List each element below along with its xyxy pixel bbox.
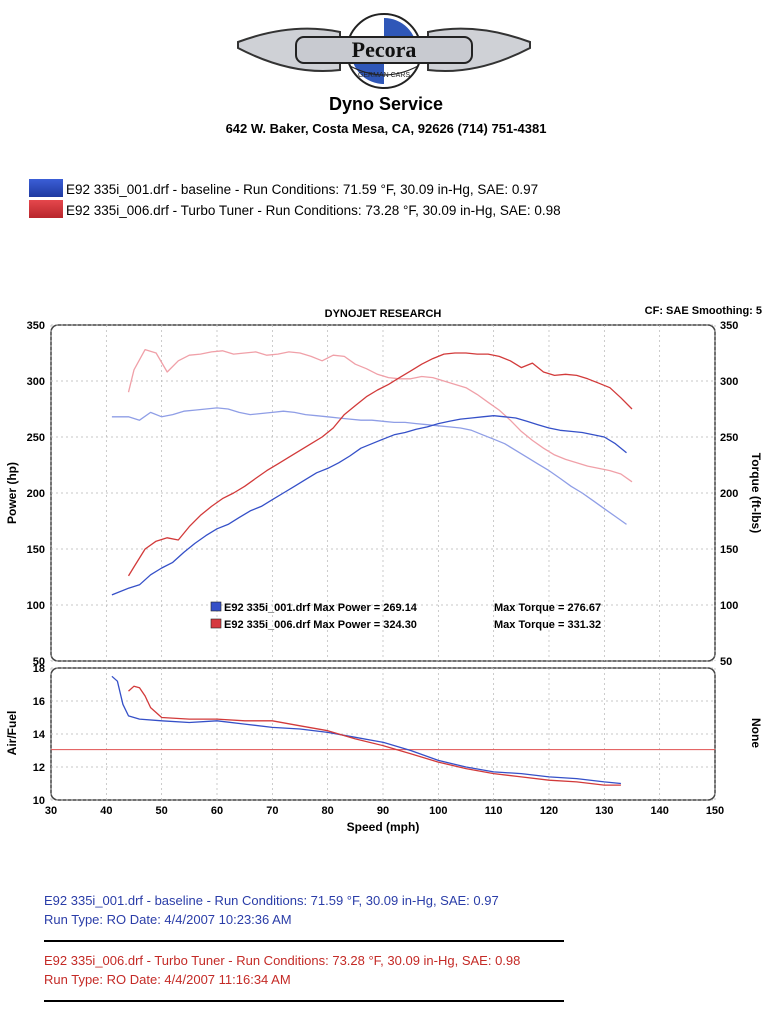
footer-run2-conditions: E92 335i_006.drf - Turbo Tuner - Run Con… xyxy=(44,953,521,968)
afr-tick-label: 18 xyxy=(33,663,45,675)
power-tick-label: 50 xyxy=(33,656,45,668)
x-tick-label: 70 xyxy=(266,805,278,817)
afr-tick-label: 12 xyxy=(33,762,45,774)
torque-tick-label: 350 xyxy=(720,320,738,332)
x-tick-label: 150 xyxy=(706,805,724,817)
x-tick-label: 120 xyxy=(540,805,558,817)
x-tick-label: 110 xyxy=(485,805,503,817)
torque-tick-label: 300 xyxy=(720,376,738,388)
x-tick-label: 50 xyxy=(156,805,168,817)
footer-divider-2 xyxy=(44,1000,564,1002)
summary-swatch-tuned xyxy=(210,618,222,629)
footer-divider-1 xyxy=(44,940,564,942)
torque-tick-label: 250 xyxy=(720,432,738,444)
footer-run2: E92 335i_006.drf - Turbo Tuner - Run Con… xyxy=(44,951,520,989)
torque-tick-label: 50 xyxy=(720,656,732,668)
footer-run1-conditions: E92 335i_001.drf - baseline - Run Condit… xyxy=(44,893,499,908)
logo-subtext: GERMAN CARS xyxy=(358,72,410,79)
afr-right-label: None xyxy=(749,718,763,748)
company-address: 642 W. Baker, Costa Mesa, CA, 92626 (714… xyxy=(225,121,547,136)
power-grid xyxy=(50,324,716,662)
afr-series xyxy=(51,675,715,786)
summary-tuned-power: E92 335i_006.drf Max Power = 324.30 xyxy=(224,619,417,631)
legend-swatch-red xyxy=(29,200,63,218)
afr-grid xyxy=(50,667,716,801)
power-axis-label: Power (hp) xyxy=(5,462,19,524)
torque-axis-label: Torque (ft-lbs) xyxy=(749,453,763,533)
footer-run1: E92 335i_001.drf - baseline - Run Condit… xyxy=(44,891,499,929)
x-tick-label: 80 xyxy=(322,805,334,817)
power-tick-label: 350 xyxy=(27,320,45,332)
x-tick-label: 60 xyxy=(211,805,223,817)
footer-run1-date: Run Type: RO Date: 4/4/2007 10:23:36 AM xyxy=(44,912,292,927)
summary-tuned-torque: Max Torque = 331.32 xyxy=(494,619,601,631)
dyno-chart: DYNOJET RESEARCH CF: SAE Smoothing: 5 50… xyxy=(5,305,763,834)
power-axis-ticks: 50 50 100 100 150 150 200 200 250 250 300 300 350 350 xyxy=(27,320,739,668)
power-tick-label: 300 xyxy=(27,376,45,388)
afr-tick-label: 10 xyxy=(33,795,45,807)
x-tick-label: 130 xyxy=(595,805,613,817)
footer-run2-date: Run Type: RO Date: 4/4/2007 11:16:34 AM xyxy=(44,972,291,987)
summary-baseline-torque: Max Torque = 276.67 xyxy=(494,602,601,614)
afr-tick-label: 14 xyxy=(33,729,46,741)
afr-axis-label: Air/Fuel xyxy=(5,711,19,756)
chart-cf-label: CF: SAE Smoothing: 5 xyxy=(645,305,762,317)
x-tick-label: 100 xyxy=(429,805,447,817)
torque-tick-label: 150 xyxy=(720,544,738,556)
series-line-power-baseline xyxy=(111,415,627,596)
legend-top-baseline: E92 335i_001.drf - baseline - Run Condit… xyxy=(29,179,539,197)
company-name: Dyno Service xyxy=(328,94,444,114)
x-tick-label: 40 xyxy=(100,805,112,817)
x-tick-label: 30 xyxy=(45,805,57,817)
summary-baseline-power: E92 335i_001.drf Max Power = 269.14 xyxy=(224,602,418,614)
series-line-torque-baseline xyxy=(111,407,627,525)
afr-line-tuned xyxy=(128,685,621,786)
legend-top-baseline-text: E92 335i_001.drf - baseline - Run Condit… xyxy=(66,182,539,197)
x-tick-label: 90 xyxy=(377,805,389,817)
torque-tick-label: 200 xyxy=(720,488,738,500)
afr-line-baseline xyxy=(111,675,621,785)
x-axis-label: Speed (mph) xyxy=(347,820,420,834)
logo-text: Pecora xyxy=(352,37,417,62)
series-line-power-tuned xyxy=(127,352,633,577)
x-tick-label: 140 xyxy=(650,805,668,817)
power-series xyxy=(111,348,633,596)
power-tick-label: 200 xyxy=(27,488,45,500)
legend-top-tuned: E92 335i_006.drf - Turbo Tuner - Run Con… xyxy=(29,200,561,218)
torque-tick-label: 100 xyxy=(720,600,738,612)
pecora-logo: Pecora GERMAN CARS xyxy=(237,13,531,89)
power-tick-label: 100 xyxy=(27,600,45,612)
power-tick-label: 250 xyxy=(27,432,45,444)
power-tick-label: 150 xyxy=(27,544,45,556)
legend-top-tuned-text: E92 335i_006.drf - Turbo Tuner - Run Con… xyxy=(66,203,561,218)
afr-tick-label: 16 xyxy=(33,696,45,708)
legend-swatch-blue xyxy=(29,179,63,197)
afr-axis-ticks: 30 40 50 60 70 80 90 100 110 120 130 140 150 10 12 14 16… xyxy=(33,663,724,817)
summary-swatch-baseline xyxy=(210,601,222,612)
series-line-torque-tuned xyxy=(127,348,633,483)
chart-title: DYNOJET RESEARCH xyxy=(325,308,442,320)
